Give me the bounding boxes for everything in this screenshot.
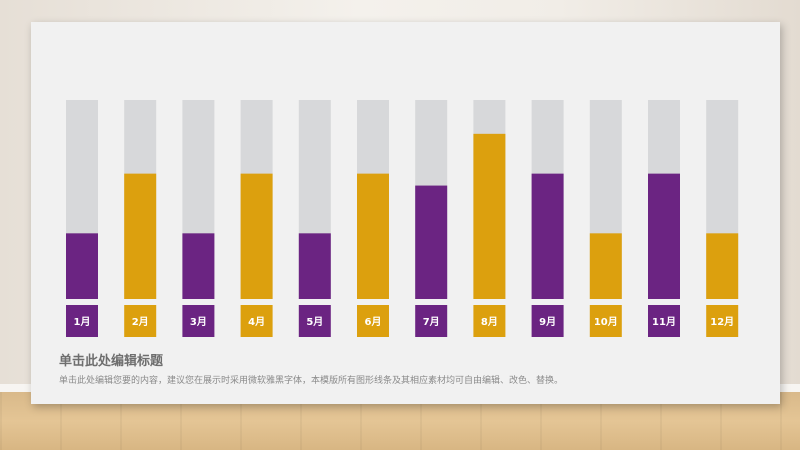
bar-6 <box>357 173 389 299</box>
category-label-box <box>473 305 506 337</box>
category-label-box <box>357 305 389 337</box>
category-label-box <box>531 305 564 337</box>
category-label-box <box>706 305 739 337</box>
category-label-box <box>415 305 448 337</box>
bar-1 <box>66 233 98 299</box>
bar-12 <box>706 233 739 299</box>
bar-8 <box>473 133 506 299</box>
category-label-box <box>182 305 215 337</box>
category-label-box <box>240 305 273 337</box>
category-label: 5月 <box>306 316 323 328</box>
category-label: 3月 <box>190 316 207 328</box>
bar-4 <box>240 173 273 299</box>
bar-10 <box>589 233 622 299</box>
bar-chart: 1月 2月 3月 4月 5月 6月 7月 8月 9月 10月 11月 12月 <box>66 100 739 337</box>
category-label: 2月 <box>132 316 149 328</box>
category-label-box <box>589 305 622 337</box>
category-label: 7月 <box>423 316 440 328</box>
category-label-box <box>648 305 680 337</box>
category-label: 9月 <box>539 316 556 328</box>
category-label: 6月 <box>365 316 382 328</box>
chart-title[interactable]: 单击此处编辑标题 <box>59 354 164 369</box>
category-label: 1月 <box>74 316 91 328</box>
category-label: 11月 <box>652 316 676 328</box>
bar-3 <box>182 233 215 299</box>
bar-5 <box>298 233 331 299</box>
bar-7 <box>415 185 448 299</box>
category-label-box <box>124 305 157 337</box>
chart-subtitle[interactable]: 单击此处编辑您要的内容，建议您在展示时采用微软雅黑字体，本模版所有图形线条及其相… <box>59 376 564 386</box>
bar-9 <box>531 173 564 299</box>
category-label-box <box>66 305 98 337</box>
bar-2 <box>124 173 157 299</box>
category-label: 8月 <box>481 316 498 328</box>
category-label: 10月 <box>594 316 618 328</box>
bar-11 <box>648 173 680 299</box>
category-label: 4月 <box>248 316 265 328</box>
slide-board: 1月 2月 3月 4月 5月 6月 7月 8月 9月 10月 11月 12月 单击此处编辑标题 单击此… <box>31 22 780 404</box>
category-label-box <box>298 305 331 337</box>
category-label: 12月 <box>710 316 734 328</box>
